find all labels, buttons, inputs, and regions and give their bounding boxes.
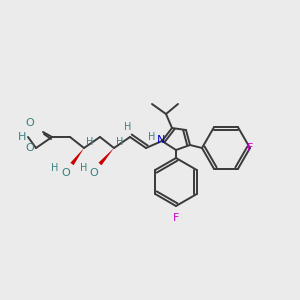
Text: N: N: [157, 135, 165, 145]
Text: H: H: [18, 132, 26, 142]
Text: O: O: [26, 143, 34, 153]
Text: H: H: [124, 122, 132, 132]
Text: F: F: [247, 143, 253, 153]
Text: F: F: [173, 213, 179, 223]
Polygon shape: [98, 148, 114, 165]
Text: H: H: [80, 163, 88, 173]
Text: H: H: [148, 132, 156, 142]
Text: O: O: [61, 168, 70, 178]
Text: H: H: [116, 137, 124, 147]
Text: H: H: [86, 137, 94, 147]
Text: H: H: [51, 163, 59, 173]
Text: O: O: [26, 118, 34, 128]
Polygon shape: [70, 148, 84, 165]
Text: O: O: [90, 168, 98, 178]
